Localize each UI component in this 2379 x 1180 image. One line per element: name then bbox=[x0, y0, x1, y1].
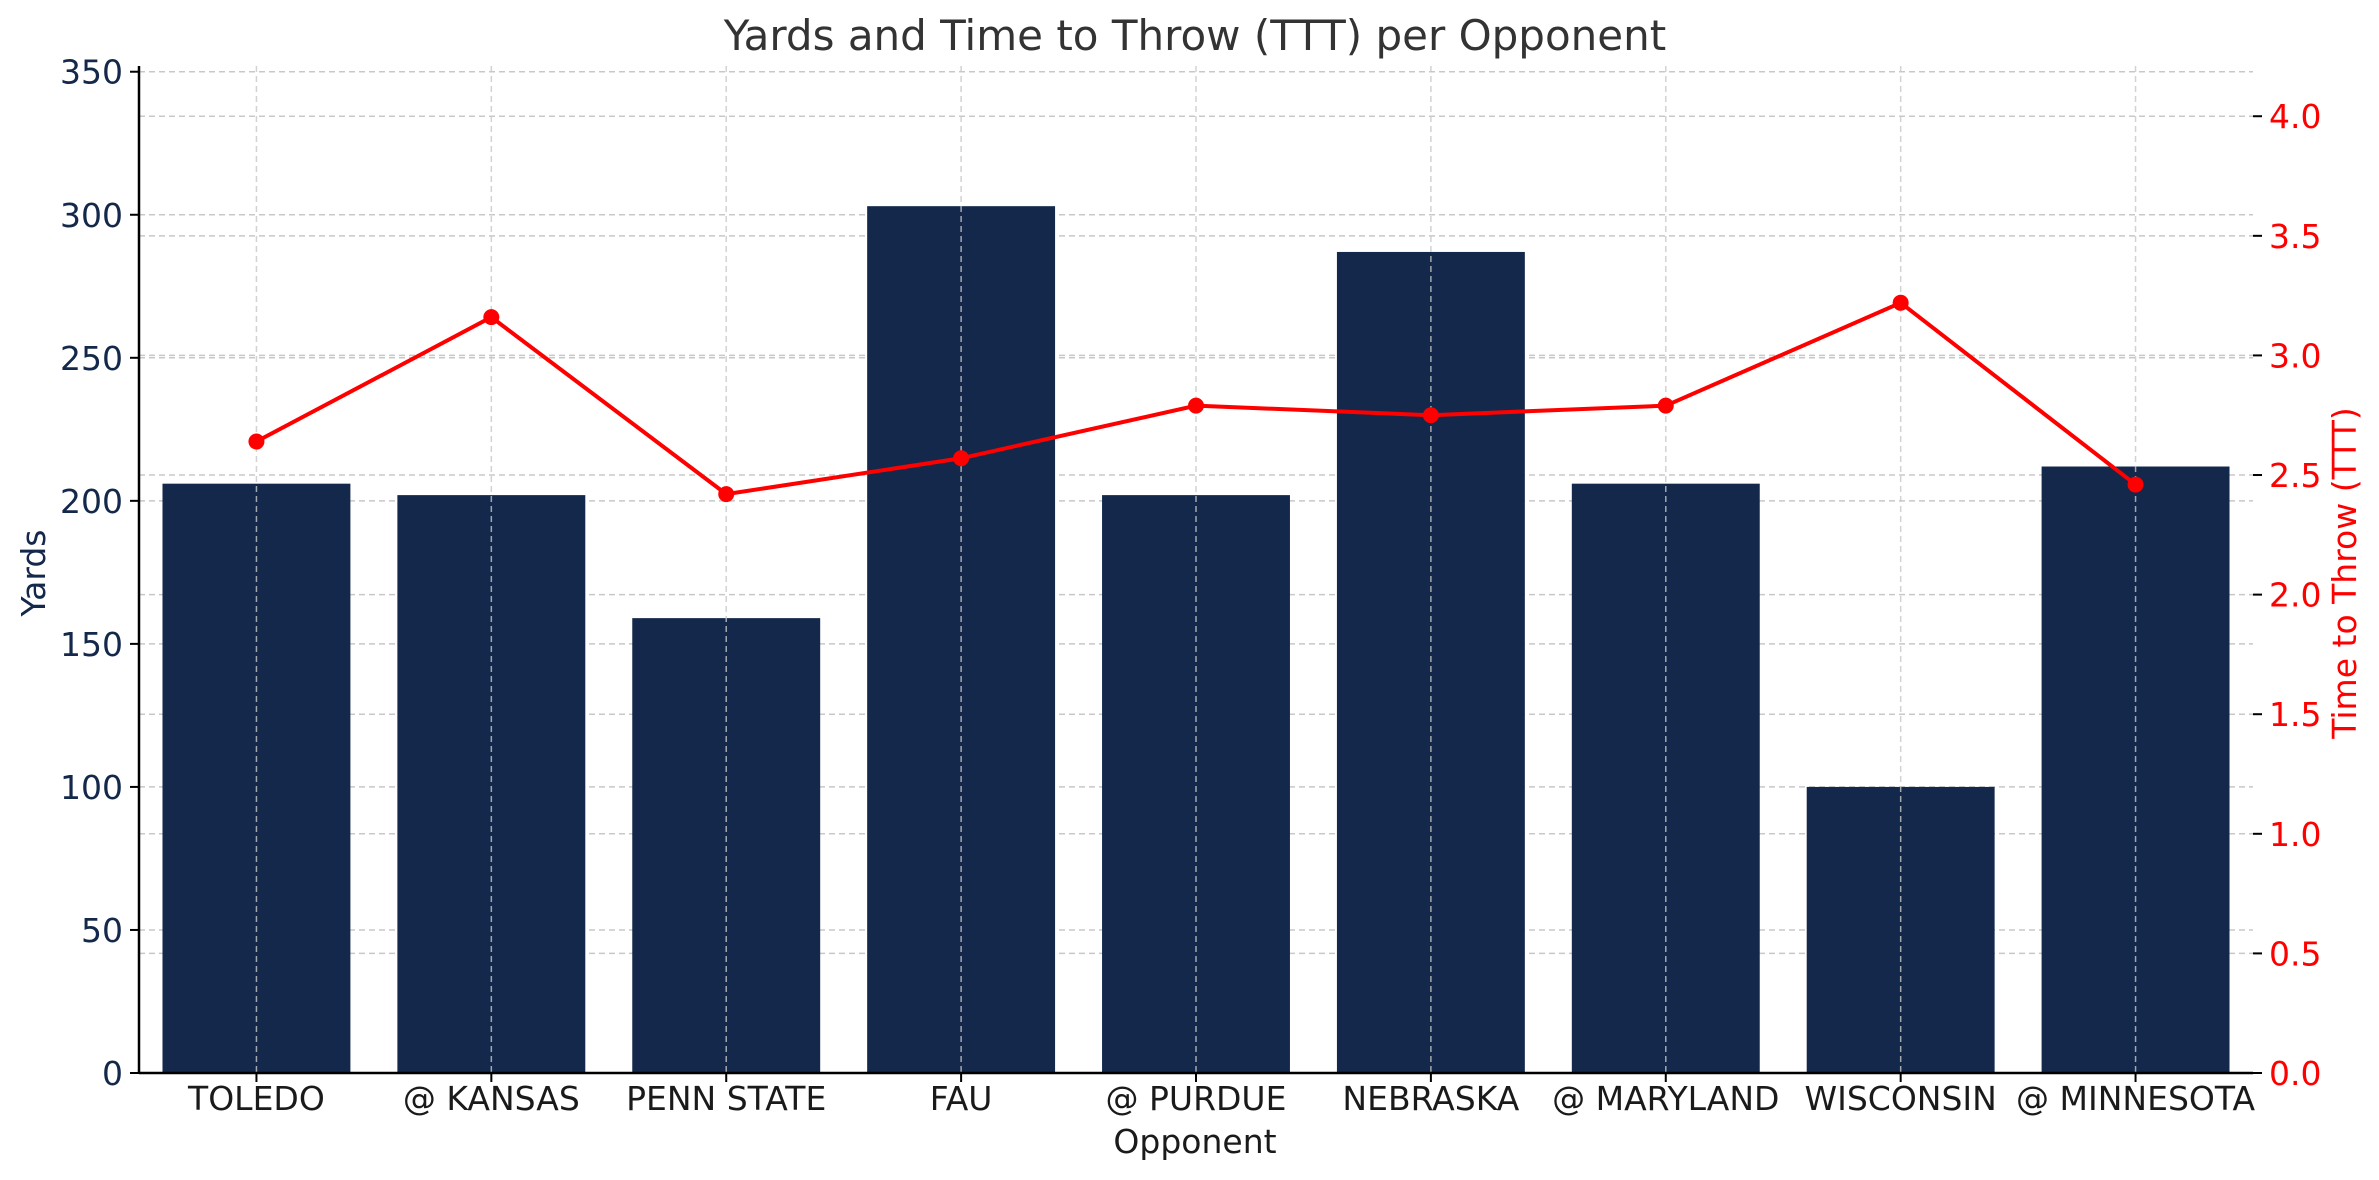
y-tick-label-left: 250 bbox=[60, 339, 123, 378]
y-tick-label-left: 350 bbox=[60, 53, 123, 92]
x-tick-label: TOLEDO bbox=[187, 1079, 325, 1118]
y-tick-label-right: 1.0 bbox=[2269, 815, 2321, 854]
y-tick-label-left: 150 bbox=[60, 625, 123, 664]
y-tick-label-right: 2.0 bbox=[2269, 576, 2321, 615]
x-tick-label: NEBRASKA bbox=[1342, 1079, 1519, 1118]
ttt-point bbox=[2127, 476, 2144, 493]
ttt-point bbox=[248, 433, 265, 450]
chart-title: Yards and Time to Throw (TTT) per Oppone… bbox=[723, 11, 1666, 60]
x-tick-label: @ MINNESOTA bbox=[2016, 1079, 2255, 1118]
y-tick-label-left: 50 bbox=[81, 911, 123, 950]
x-grid-layer bbox=[255, 66, 2137, 1073]
ttt-point bbox=[1422, 407, 1439, 424]
x-tick-label: WISCONSIN bbox=[1804, 1079, 1996, 1118]
y-tick-label-right: 0.5 bbox=[2269, 934, 2321, 973]
x-tick-label: @ MARYLAND bbox=[1552, 1079, 1779, 1118]
ttt-line-layer bbox=[248, 294, 2144, 503]
x-axis-label: Opponent bbox=[1113, 1122, 1276, 1161]
ttt-point bbox=[718, 486, 735, 503]
ttt-point bbox=[483, 309, 500, 326]
ttt-point bbox=[953, 450, 970, 467]
y-tick-label-right: 3.5 bbox=[2269, 217, 2321, 256]
y-axis-label-left: Yards bbox=[14, 530, 53, 618]
labels-layer: 0 50 100 150 200 250 300 350 0.0 0.5 1.0 1.5 2.0 2.5 3… bbox=[60, 53, 2321, 1118]
y-tick-label-right: 0.0 bbox=[2269, 1054, 2321, 1093]
y-tick-label-left: 200 bbox=[60, 482, 123, 521]
x-tick-label: @ PURDUE bbox=[1106, 1079, 1287, 1118]
y-tick-label-left: 0 bbox=[102, 1054, 123, 1093]
y-tick-label-right: 1.5 bbox=[2269, 695, 2321, 734]
y-tick-label-right: 3.0 bbox=[2269, 336, 2321, 375]
y-axis-label-right: Time to Throw (TTT) bbox=[2325, 407, 2364, 740]
y-tick-label-right: 2.5 bbox=[2269, 456, 2321, 495]
ttt-point bbox=[1188, 397, 1204, 414]
y-tick-label-left: 100 bbox=[60, 768, 123, 807]
x-tick-label: PENN STATE bbox=[626, 1079, 826, 1118]
x-tick-label: @ KANSAS bbox=[403, 1079, 580, 1118]
axes-layer bbox=[130, 66, 2262, 1082]
x-tick-label: FAU bbox=[930, 1079, 993, 1118]
y-tick-label-right: 4.0 bbox=[2269, 97, 2321, 136]
ttt-point bbox=[1657, 397, 1674, 414]
ttt-point bbox=[1892, 294, 1909, 311]
y-tick-label-left: 300 bbox=[60, 196, 123, 235]
